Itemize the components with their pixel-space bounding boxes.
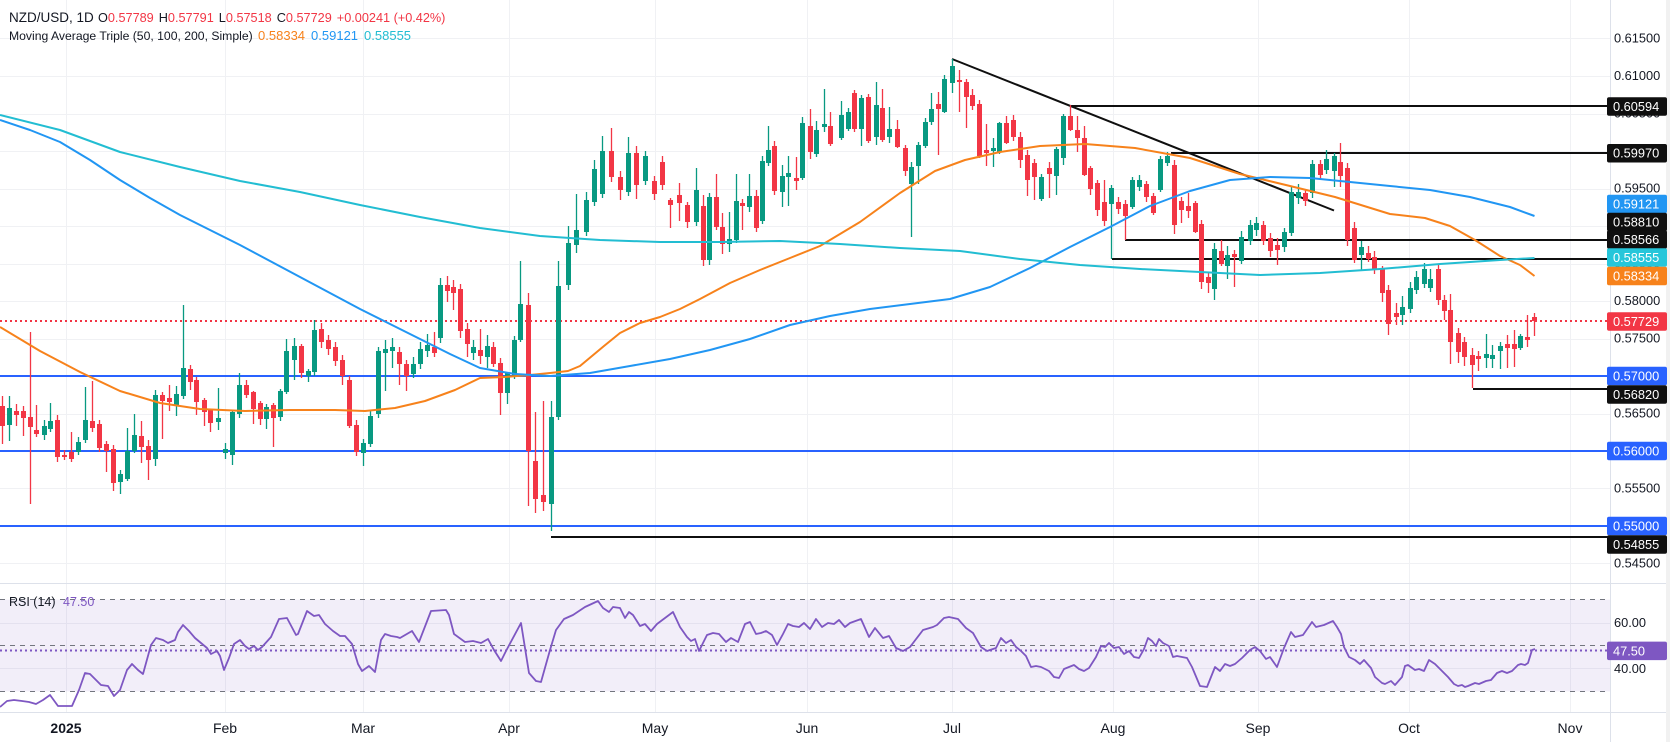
svg-text:0.61000: 0.61000 (1614, 68, 1660, 83)
svg-text:0.59500: 0.59500 (1614, 181, 1660, 196)
svg-text:Apr: Apr (498, 720, 520, 736)
svg-text:0.54855: 0.54855 (1613, 537, 1659, 552)
svg-text:0.57729: 0.57729 (1613, 314, 1659, 329)
svg-text:0.56820: 0.56820 (1613, 387, 1659, 402)
svg-text:0.59970: 0.59970 (1613, 146, 1659, 161)
svg-text:40.00: 40.00 (1614, 661, 1646, 676)
svg-text:0.58555: 0.58555 (1613, 250, 1659, 265)
svg-text:Aug: Aug (1101, 720, 1126, 736)
svg-text:0.60594: 0.60594 (1613, 99, 1659, 114)
svg-text:0.56500: 0.56500 (1614, 406, 1660, 421)
svg-text:Jun: Jun (796, 720, 819, 736)
svg-text:47.50: 47.50 (1613, 643, 1645, 658)
svg-text:Oct: Oct (1398, 720, 1420, 736)
svg-text:0.58566: 0.58566 (1613, 232, 1659, 247)
svg-text:May: May (642, 720, 668, 736)
svg-text:0.57500: 0.57500 (1614, 331, 1660, 346)
svg-text:RSI (14) 47.50: RSI (14) 47.50 (9, 595, 94, 609)
svg-text:0.59121: 0.59121 (1613, 196, 1659, 211)
svg-text:Moving Average Triple (50, 100: Moving Average Triple (50, 100, 200, Sim… (9, 28, 411, 43)
svg-text:0.57000: 0.57000 (1613, 368, 1659, 383)
svg-text:0.55000: 0.55000 (1613, 518, 1659, 533)
svg-text:0.61500: 0.61500 (1614, 31, 1660, 46)
svg-text:0.58810: 0.58810 (1613, 214, 1659, 229)
svg-text:NZD/USD, 1D: NZD/USD, 1D (9, 10, 94, 25)
svg-text:0.54500: 0.54500 (1614, 556, 1660, 571)
svg-text:Nov: Nov (1558, 720, 1583, 736)
svg-text:0.58000: 0.58000 (1614, 293, 1660, 308)
svg-text:Jul: Jul (943, 720, 961, 736)
svg-text:0.56000: 0.56000 (1613, 443, 1659, 458)
svg-text:Mar: Mar (351, 720, 375, 736)
svg-text:60.00: 60.00 (1614, 615, 1646, 630)
svg-text:0.58334: 0.58334 (1613, 268, 1659, 283)
svg-text:0.55500: 0.55500 (1614, 481, 1660, 496)
svg-text:Sep: Sep (1246, 720, 1271, 736)
svg-text:2025: 2025 (50, 720, 81, 736)
svg-text:Feb: Feb (213, 720, 237, 736)
